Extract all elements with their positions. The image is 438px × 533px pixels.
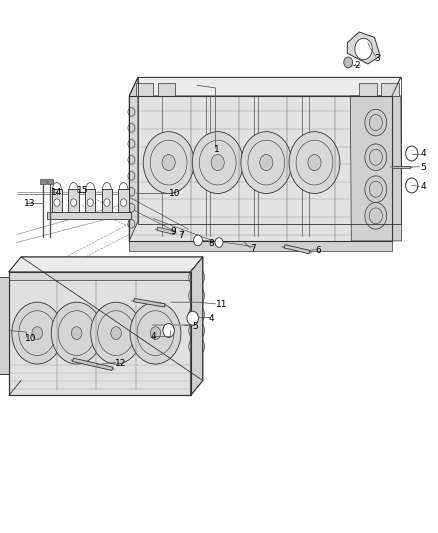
- Polygon shape: [0, 277, 9, 374]
- Circle shape: [91, 302, 141, 364]
- Text: 5: 5: [420, 163, 426, 172]
- Polygon shape: [47, 212, 131, 219]
- Polygon shape: [347, 32, 380, 64]
- Text: 1: 1: [214, 145, 219, 154]
- Circle shape: [189, 268, 205, 287]
- Polygon shape: [85, 189, 95, 212]
- Circle shape: [71, 327, 82, 340]
- Polygon shape: [129, 77, 401, 96]
- Circle shape: [104, 199, 110, 206]
- Polygon shape: [157, 227, 175, 235]
- Circle shape: [187, 311, 198, 325]
- Text: 3: 3: [374, 54, 380, 63]
- Circle shape: [189, 321, 205, 340]
- Circle shape: [128, 172, 135, 180]
- Circle shape: [211, 155, 224, 171]
- Text: 5: 5: [193, 322, 198, 330]
- Circle shape: [128, 156, 135, 164]
- Circle shape: [406, 178, 418, 193]
- Circle shape: [71, 199, 77, 206]
- Circle shape: [365, 203, 387, 229]
- Polygon shape: [136, 83, 153, 96]
- Circle shape: [128, 188, 135, 196]
- Circle shape: [143, 132, 194, 193]
- Polygon shape: [129, 96, 392, 241]
- Circle shape: [260, 155, 273, 171]
- Circle shape: [32, 327, 42, 340]
- Polygon shape: [47, 179, 53, 184]
- Circle shape: [194, 235, 202, 246]
- Circle shape: [111, 327, 121, 340]
- Circle shape: [406, 146, 418, 161]
- Polygon shape: [9, 257, 203, 272]
- Circle shape: [189, 305, 205, 324]
- Polygon shape: [68, 189, 79, 212]
- Text: 7: 7: [179, 231, 184, 240]
- Text: 15: 15: [77, 186, 88, 195]
- Text: 4: 4: [420, 182, 426, 191]
- Polygon shape: [129, 241, 392, 251]
- Circle shape: [128, 140, 135, 148]
- Circle shape: [365, 109, 387, 136]
- Circle shape: [192, 132, 243, 193]
- Polygon shape: [392, 166, 410, 168]
- Circle shape: [150, 327, 161, 340]
- Circle shape: [51, 302, 102, 364]
- Circle shape: [12, 302, 63, 364]
- Polygon shape: [72, 358, 113, 370]
- Text: 4: 4: [151, 333, 156, 341]
- Text: 13: 13: [24, 199, 35, 208]
- Text: 14: 14: [51, 189, 62, 197]
- Circle shape: [365, 144, 387, 171]
- Circle shape: [128, 124, 135, 132]
- Circle shape: [120, 199, 127, 206]
- Polygon shape: [9, 272, 191, 395]
- Circle shape: [128, 108, 135, 116]
- Polygon shape: [191, 257, 203, 395]
- Polygon shape: [359, 83, 377, 96]
- Polygon shape: [102, 189, 112, 212]
- Circle shape: [308, 155, 321, 171]
- Text: 12: 12: [115, 359, 126, 368]
- Circle shape: [241, 132, 292, 193]
- Text: 6: 6: [315, 246, 321, 255]
- Circle shape: [128, 204, 135, 212]
- Circle shape: [289, 132, 340, 193]
- Circle shape: [87, 199, 93, 206]
- Circle shape: [344, 57, 353, 68]
- Circle shape: [365, 176, 387, 203]
- Circle shape: [355, 38, 372, 60]
- Polygon shape: [284, 245, 310, 254]
- Polygon shape: [191, 257, 203, 395]
- Circle shape: [215, 238, 223, 247]
- Polygon shape: [134, 298, 165, 307]
- Text: 2: 2: [354, 61, 360, 69]
- Circle shape: [163, 324, 174, 337]
- Polygon shape: [9, 272, 191, 280]
- Polygon shape: [40, 179, 46, 184]
- Text: 8: 8: [208, 239, 214, 248]
- Text: 4: 4: [420, 149, 426, 158]
- Text: 7: 7: [251, 245, 256, 253]
- Circle shape: [130, 302, 181, 364]
- Polygon shape: [118, 189, 129, 212]
- Circle shape: [128, 220, 135, 228]
- Polygon shape: [350, 96, 402, 241]
- Circle shape: [54, 199, 60, 206]
- Circle shape: [189, 286, 205, 305]
- Polygon shape: [381, 83, 399, 96]
- Text: 10: 10: [25, 334, 36, 343]
- Circle shape: [162, 155, 175, 171]
- Circle shape: [189, 337, 205, 356]
- Text: 10: 10: [169, 189, 180, 198]
- Text: 9: 9: [170, 228, 176, 236]
- Polygon shape: [158, 83, 175, 96]
- Text: 4: 4: [208, 314, 214, 322]
- Polygon shape: [52, 189, 62, 212]
- Text: 11: 11: [216, 301, 228, 309]
- Polygon shape: [129, 77, 138, 241]
